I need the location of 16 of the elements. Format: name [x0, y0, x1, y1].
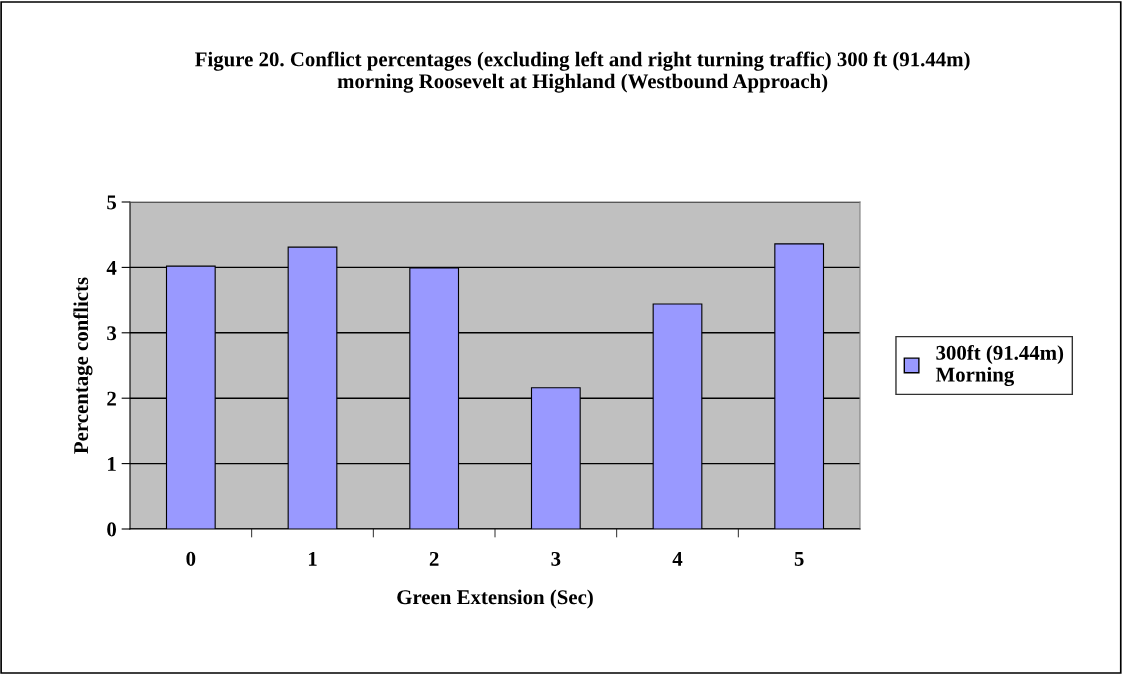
y-tick-label: 3	[107, 326, 117, 341]
x-tick-label: 4	[672, 551, 683, 566]
y-axis-title: Percentage conflicts	[73, 277, 93, 454]
x-tick-label: 0	[186, 551, 196, 566]
chart-title: Figure 20. Conflict percentages (excluding left and right turning traffic) 300 ft (91.44m) morning Roosevelt at Highland (Westbound Approach)	[195, 51, 970, 93]
y-tick-label: 5	[107, 195, 117, 210]
y-tick-label: 1	[108, 457, 116, 471]
x-tick-label: 3	[551, 551, 561, 566]
x-tick-label: 1	[308, 551, 317, 566]
x-tick-label: 5	[794, 552, 804, 566]
x-tick-label: 2	[429, 551, 439, 566]
x-axis-title: Green Extension (Sec)	[397, 589, 593, 609]
y-tick-label: 2	[107, 391, 116, 406]
y-tick-label: 4	[106, 260, 117, 275]
y-tick-label: 0	[107, 522, 117, 537]
legend-label: 300ft (91.44m) Morning	[935, 344, 1064, 387]
